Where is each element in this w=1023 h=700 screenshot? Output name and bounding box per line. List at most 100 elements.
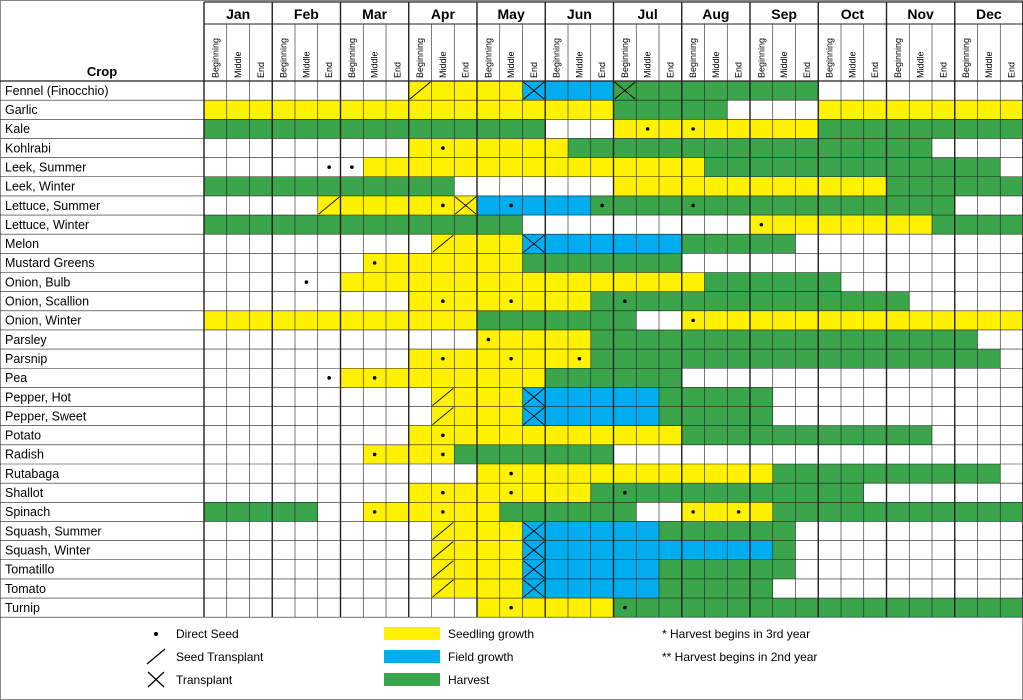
cell [636, 253, 659, 273]
cell [386, 387, 409, 407]
cell [977, 406, 1001, 426]
cell [772, 559, 796, 579]
cell [204, 157, 227, 177]
month-label: Jul [638, 6, 658, 22]
direct-seed-mark [623, 490, 627, 495]
cell [613, 444, 637, 464]
cell [317, 578, 341, 599]
cell [704, 444, 728, 464]
cell [545, 387, 568, 407]
cell [568, 253, 591, 273]
cell [863, 119, 887, 139]
cell [431, 598, 455, 618]
cell [204, 100, 227, 120]
cell [590, 464, 614, 484]
phase-label: End [802, 62, 812, 78]
cell [226, 349, 250, 369]
cell [272, 329, 295, 350]
cell [249, 598, 273, 618]
cell [727, 100, 750, 120]
cell [226, 176, 250, 196]
cell [863, 425, 887, 445]
cell [204, 464, 227, 484]
cell [704, 502, 728, 522]
cell [818, 234, 841, 254]
cell [568, 578, 591, 599]
legend-transplant-symbol [147, 671, 165, 688]
cell [954, 578, 978, 599]
cell [431, 157, 455, 177]
cell [977, 234, 1001, 254]
crop-label: Turnip [5, 601, 40, 615]
cell [272, 349, 295, 369]
cell [363, 195, 386, 216]
cell [363, 215, 386, 235]
cell [841, 138, 864, 158]
direct-seed-mark [509, 356, 513, 361]
cell [818, 138, 841, 158]
cell [841, 521, 864, 541]
cell [363, 425, 386, 445]
cell [249, 521, 273, 541]
cell [932, 349, 955, 369]
cell [295, 100, 318, 120]
cell [454, 483, 477, 503]
cell [704, 483, 728, 503]
cell [363, 483, 386, 503]
cell [340, 464, 364, 484]
cell [932, 540, 955, 560]
cell [704, 387, 728, 407]
cell [386, 578, 409, 599]
cell [727, 195, 750, 216]
cell [772, 234, 796, 254]
cell [841, 329, 864, 350]
cell [681, 559, 705, 579]
cell [932, 253, 955, 273]
cell [795, 81, 819, 101]
cell [1000, 387, 1023, 407]
cell [704, 157, 728, 177]
phase-label: Middle [438, 51, 448, 78]
cell [909, 559, 932, 579]
cell [977, 215, 1001, 235]
crop-label: Kohlrabi [5, 141, 51, 155]
cell [841, 215, 864, 235]
cell [841, 157, 864, 177]
cell [750, 349, 773, 369]
cell [704, 272, 728, 292]
cell [522, 272, 546, 292]
cell [386, 368, 409, 388]
cell [659, 215, 682, 235]
cell [545, 406, 568, 426]
cell [522, 349, 546, 369]
cell [340, 291, 364, 311]
cell [681, 521, 705, 541]
cell [613, 502, 637, 522]
cell [636, 291, 659, 311]
cell [295, 119, 318, 139]
cell [590, 253, 614, 273]
cell [954, 387, 978, 407]
cell [795, 578, 819, 599]
cell [295, 387, 318, 407]
phase-label: Middle [847, 51, 857, 78]
marks-layer [304, 81, 764, 610]
crop-label: Spinach [5, 505, 50, 519]
cell [545, 540, 568, 560]
crop-label: Rutabaga [5, 467, 59, 481]
cell [909, 598, 932, 618]
cell [909, 387, 932, 407]
cell [772, 291, 796, 311]
cell [454, 368, 477, 388]
phase-label: Beginning [825, 38, 835, 78]
cell [499, 176, 523, 196]
cell [545, 444, 568, 464]
cell [909, 406, 932, 426]
cell [681, 425, 705, 445]
cell [340, 234, 364, 254]
cell [636, 559, 659, 579]
cell [499, 368, 523, 388]
cell [681, 406, 705, 426]
cell [977, 349, 1001, 369]
cell [204, 176, 227, 196]
